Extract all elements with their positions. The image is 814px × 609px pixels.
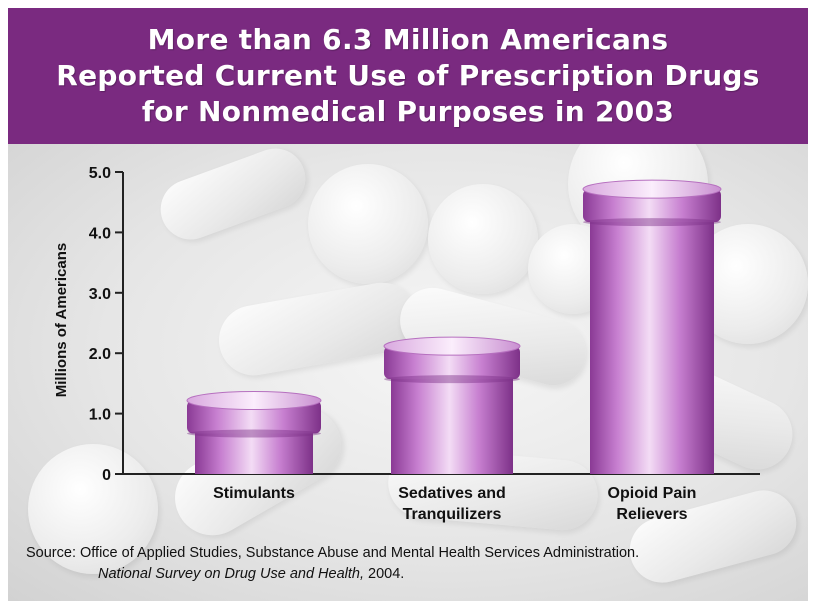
- x-category-label: Tranquilizers: [403, 506, 502, 523]
- bar-body: [590, 216, 714, 474]
- title-line-3: for Nonmedical Purposes in 2003: [141, 95, 675, 128]
- bar-1: [383, 336, 521, 474]
- source-line-1: Source: Office of Applied Studies, Subst…: [26, 545, 640, 561]
- bar-cap-top: [383, 336, 521, 356]
- bar-cap-top: [186, 391, 322, 411]
- bar-cap-rim: [583, 218, 721, 227]
- source-note: Source: Office of Applied Studies, Subst…: [26, 543, 806, 585]
- pill-decoration: [308, 164, 428, 284]
- bar-body: [391, 373, 513, 474]
- bar-2: [582, 179, 722, 474]
- pill-decoration: [428, 184, 538, 294]
- bar-body: [195, 427, 313, 474]
- bar-cap-rim: [187, 429, 321, 438]
- x-category-label: Stimulants: [213, 485, 295, 502]
- y-tick-label: 0: [102, 467, 111, 484]
- pill-decoration: [28, 444, 158, 574]
- y-tick-label: 4.0: [89, 225, 111, 242]
- x-category-label: Opioid Pain: [608, 485, 697, 502]
- bar-cap-top: [582, 179, 722, 199]
- source-title: National Survey on Drug Use and Health,: [98, 566, 364, 582]
- y-tick-label: 5.0: [89, 165, 111, 182]
- title-banner: More than 6.3 Million Americans Reported…: [8, 8, 808, 144]
- x-category-label: Relievers: [616, 506, 687, 523]
- title-line-1: More than 6.3 Million Americans: [147, 23, 669, 56]
- source-line-2: National Survey on Drug Use and Health, …: [26, 564, 806, 585]
- y-tick-label: 2.0: [89, 346, 111, 363]
- bar-cap-rim: [384, 375, 520, 384]
- y-tick-label: 1.0: [89, 407, 111, 424]
- bar-0: [186, 391, 322, 474]
- x-category-label: Sedatives and: [398, 485, 506, 502]
- source-year: 2004.: [363, 566, 405, 582]
- title-line-2: Reported Current Use of Prescription Dru…: [56, 59, 760, 92]
- y-tick-label: 3.0: [89, 286, 111, 303]
- y-axis-title: Millions of Americans: [53, 243, 70, 397]
